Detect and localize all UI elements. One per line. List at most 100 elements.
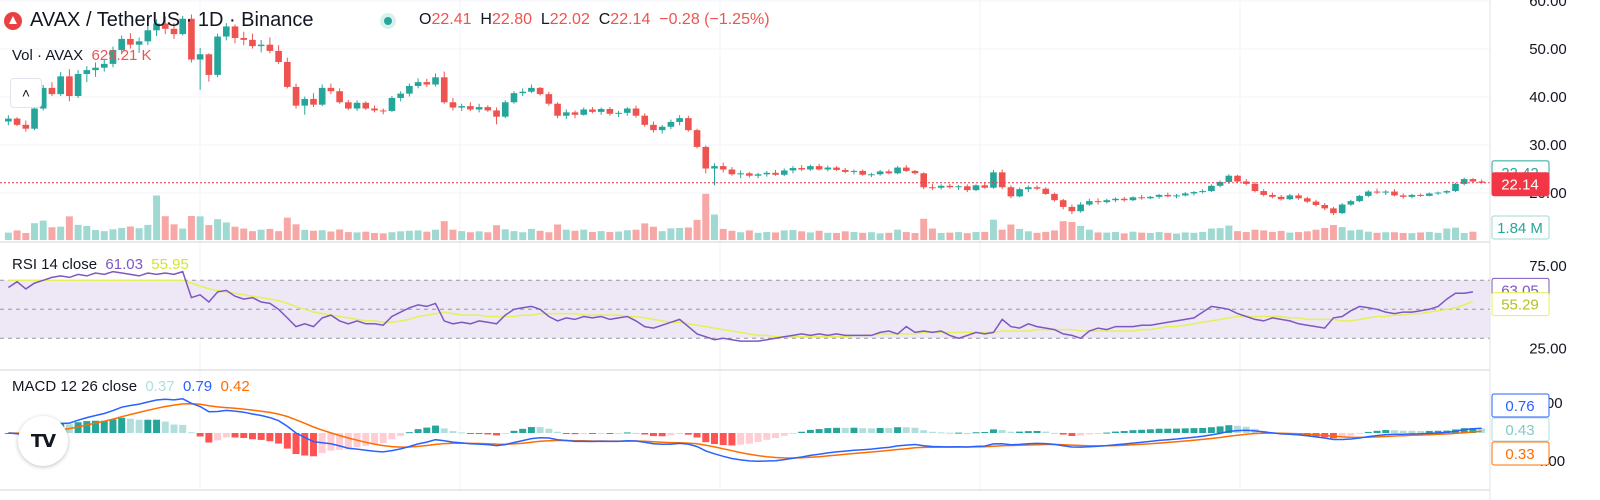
price-badge-last-bg <box>1491 172 1550 197</box>
candle-body <box>1338 204 1346 214</box>
candle-body <box>676 118 683 122</box>
macd-histogram-bar <box>4 433 12 434</box>
candle-body <box>1330 208 1337 214</box>
candle-body <box>1033 187 1041 189</box>
macd-histogram-bar <box>1399 430 1407 433</box>
volume-bar <box>336 229 344 240</box>
candle-body <box>885 171 893 174</box>
volume-bar <box>928 228 936 240</box>
macd-histogram-bar <box>989 429 997 433</box>
volume-bar <box>554 224 562 240</box>
volume-bar <box>153 195 161 240</box>
candle-body <box>1129 197 1137 201</box>
candle-body <box>1277 196 1285 200</box>
candle-body <box>1225 175 1233 182</box>
candle-body <box>484 107 492 111</box>
candle-body <box>798 168 805 170</box>
volume-bar <box>711 214 718 240</box>
candle-body <box>127 38 134 45</box>
macd-histogram-bar <box>388 433 396 440</box>
macd-histogram-bar <box>937 432 945 434</box>
macd-histogram-bar <box>362 433 370 446</box>
volume-bar <box>1382 232 1390 240</box>
macd-histogram-bar <box>153 419 161 433</box>
macd-histogram-bar <box>772 433 779 439</box>
candle-body <box>1269 194 1276 197</box>
macd-histogram-bar <box>161 421 169 433</box>
candle-body <box>327 87 335 92</box>
macd-histogram-bar <box>257 433 265 440</box>
candle-body <box>929 187 936 189</box>
macd-histogram-bar <box>789 433 797 434</box>
price-axis[interactable]: 60.0050.0040.0030.0020.0022.4222.141.84 … <box>1489 0 1600 500</box>
macd-signal-badge-bg <box>1491 441 1550 466</box>
candle-body <box>371 108 378 111</box>
candle-body <box>702 146 710 169</box>
volume-bar <box>222 222 230 240</box>
candle-body <box>658 126 666 131</box>
macd-name: MACD 12 26 close <box>12 378 138 395</box>
candle-body <box>1373 191 1381 193</box>
candle-body <box>589 109 596 112</box>
candle-body <box>876 171 884 175</box>
volume-bar <box>1103 232 1111 240</box>
macd-histogram-bar <box>745 433 753 444</box>
symbol-title[interactable]: AVAX / TetherUS · 1D · Binance <box>30 9 314 31</box>
volume-bar <box>65 216 73 240</box>
volume-bar <box>187 216 195 240</box>
candle-body <box>920 173 928 188</box>
macd-histogram-bar <box>667 433 675 436</box>
macd-histogram-bar <box>309 433 317 457</box>
macd-histogram-bar <box>554 431 562 433</box>
macd-histogram-bar <box>911 427 919 433</box>
candle-body <box>249 39 256 47</box>
price-tick-label: 40.00 <box>1529 89 1567 106</box>
macd-histogram-bar <box>815 429 823 433</box>
candle-body <box>336 91 343 103</box>
volume-bar <box>1024 231 1032 240</box>
candle-body <box>1356 195 1363 202</box>
candle-body <box>615 112 622 114</box>
macd-histogram-bar <box>641 433 649 435</box>
volume-bar <box>432 229 440 240</box>
macd-histogram-bar <box>684 433 692 435</box>
candle-body <box>1251 183 1259 192</box>
candle-body <box>894 167 901 174</box>
macd-histogram-bar <box>266 433 274 442</box>
volume-bar <box>4 232 12 240</box>
macd-histogram-bar <box>327 433 335 451</box>
candle-body <box>719 166 727 170</box>
volume-bars <box>4 193 1477 240</box>
macd-histogram-bar <box>580 433 588 434</box>
candle-body <box>1059 200 1067 207</box>
macd-histogram-bar <box>1356 433 1364 434</box>
candle-body <box>1094 201 1102 203</box>
macd-histogram-bar <box>1408 430 1416 433</box>
macd-histogram-bar <box>920 430 928 433</box>
volume-bar <box>1443 228 1451 240</box>
candle-body <box>981 185 989 188</box>
macd-histogram-bar <box>1225 425 1233 433</box>
candle-body <box>641 115 649 125</box>
macd-histogram-bar <box>1190 428 1198 433</box>
macd-legend: MACD 12 26 close 0.37 0.79 0.42 <box>12 378 250 395</box>
volume-bar <box>179 228 187 240</box>
volume-bar <box>754 232 762 240</box>
volume-bar <box>318 230 326 240</box>
macd-histogram-bar <box>240 433 248 438</box>
volume-bar <box>815 230 823 240</box>
candle-body <box>222 26 230 37</box>
candle-body <box>1016 189 1023 197</box>
macd-histogram-bar <box>205 433 213 443</box>
volume-bar <box>405 230 413 240</box>
macd-histogram-bar <box>798 431 806 433</box>
volume-bar <box>1120 233 1128 240</box>
macd-histogram-bar <box>824 428 832 433</box>
macd-value: 0.79 <box>182 378 213 395</box>
candle-body <box>74 73 82 97</box>
macd-histogram-bar <box>501 433 509 434</box>
tradingview-logo-icon[interactable]: TV <box>18 416 68 466</box>
candle-body <box>772 172 779 175</box>
chevron-up-icon[interactable]: ˄ <box>10 78 42 108</box>
